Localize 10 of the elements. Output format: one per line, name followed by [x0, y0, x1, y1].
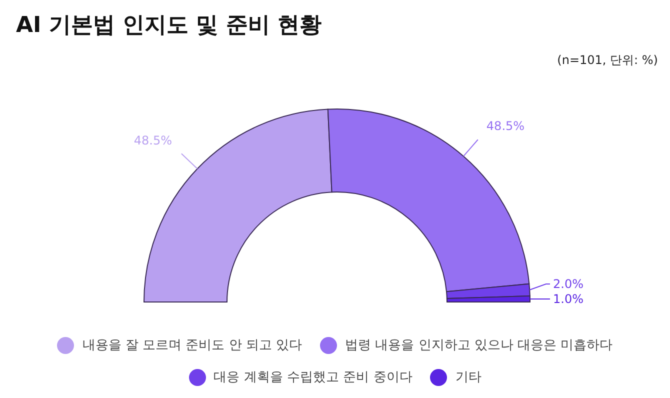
legend-label: 내용을 잘 모르며 준비도 안 되고 있다 [82, 337, 302, 354]
data-label: 2.0% [553, 276, 584, 291]
legend-label: 대응 계획을 수립했고 준비 중이다 [214, 369, 412, 386]
legend-label: 기타 [455, 369, 482, 386]
title: AI 기본법 인지도 및 준비 현황 [16, 12, 322, 40]
data-label: 48.5% [486, 118, 525, 133]
data-label: 1.0% [553, 292, 584, 306]
annotation: (n=101, 단위: %) [557, 52, 658, 69]
legend-label: 법령 내용을 인지하고 있으나 대응은 미흡하다 [345, 337, 613, 354]
data-label: 48.5% [134, 134, 172, 148]
